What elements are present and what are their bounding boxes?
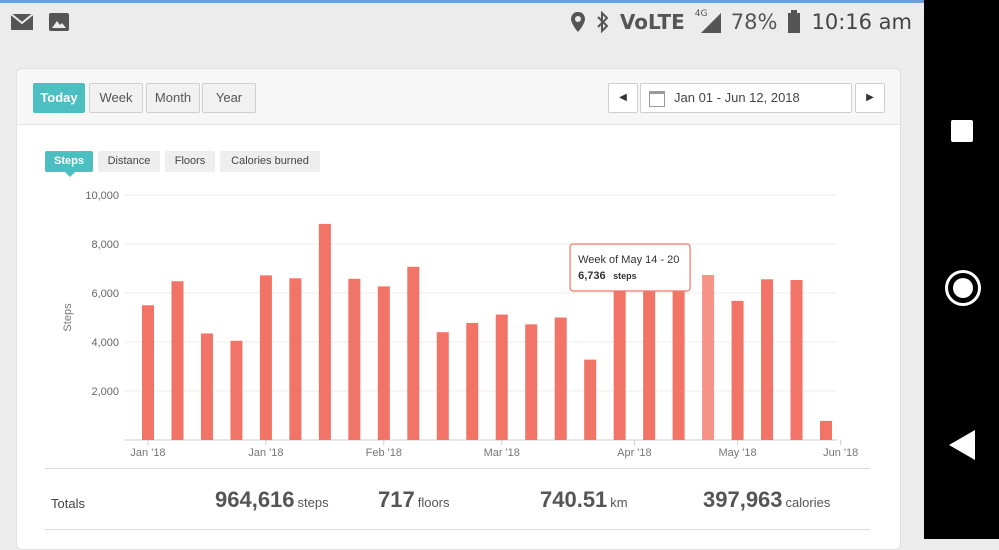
tooltip-value: 6,736: [578, 270, 606, 282]
x-tick-label: Jun '18: [823, 447, 858, 459]
total-floors-unit: floors: [417, 495, 450, 510]
y-tick-label: 8,000: [91, 239, 119, 251]
metric-tab-steps[interactable]: Steps: [45, 151, 93, 177]
battery-icon: [788, 10, 801, 33]
bar: [348, 278, 361, 440]
metric-tab-floors[interactable]: Floors: [165, 151, 215, 172]
bar: [289, 278, 302, 440]
volte-icon: VoLTE: [619, 10, 685, 34]
total-calories-value: 397,963: [703, 487, 783, 512]
x-tick-label: Jan '18: [248, 447, 283, 459]
y-tick-label: 2,000: [91, 386, 119, 398]
bar: [377, 286, 390, 440]
total-steps: 964,616 steps: [215, 487, 329, 513]
mail-icon: [10, 13, 34, 30]
battery-percent: 78%: [730, 10, 778, 34]
tooltip-box: [569, 243, 691, 292]
home-button[interactable]: [945, 270, 981, 306]
bar: [200, 333, 213, 440]
total-distance-unit: km: [610, 495, 628, 510]
x-tick-label: Feb '18: [366, 447, 402, 459]
bar: [171, 281, 184, 440]
y-tick-label: 10,000: [85, 190, 119, 202]
bar: [672, 288, 685, 440]
bar: [436, 332, 449, 440]
recent-apps-button[interactable]: [951, 120, 973, 142]
tooltip-unit: steps: [613, 271, 637, 281]
y-tick-label: 4,000: [91, 337, 119, 349]
tooltip-title: Week of May 14 - 20: [578, 254, 679, 266]
tab-today[interactable]: Today: [33, 83, 85, 113]
network-type: 4G: [694, 9, 708, 19]
clock-time: 10:16 am: [811, 10, 912, 34]
x-tick-label: Mar '18: [484, 447, 520, 459]
bar: [702, 274, 715, 440]
tab-year[interactable]: Year: [202, 83, 256, 113]
signal-icon: 4G: [694, 9, 721, 33]
totals-row: Totals 964,616 steps 717 floors 740.51 km 3…: [45, 468, 870, 530]
bar: [613, 256, 626, 440]
total-distance-value: 740.51: [540, 487, 608, 512]
y-tick-label: 6,000: [91, 288, 119, 300]
bar: [584, 359, 597, 440]
back-button[interactable]: [949, 430, 975, 460]
bar: [259, 275, 272, 440]
total-distance: 740.51 km: [540, 487, 628, 513]
bar: [230, 340, 243, 440]
total-calories: 397,963 calories: [703, 487, 830, 513]
date-range-picker[interactable]: Jan 01 - Jun 12, 2018: [640, 83, 852, 113]
metric-tab-calories[interactable]: Calories burned: [220, 151, 320, 172]
chevron-right-icon: ▶: [866, 92, 874, 103]
bar: [761, 279, 774, 440]
calendar-icon: [649, 91, 665, 107]
bluetooth-icon: [597, 11, 609, 33]
bar: [731, 300, 744, 440]
image-icon: [49, 13, 69, 31]
chevron-left-icon: ◀: [619, 92, 627, 103]
metric-tab-distance[interactable]: Distance: [98, 151, 160, 172]
steps-chart: 2,000 4,000 6,000 8,000 10,000 Steps Jan '18 Ja…: [62, 190, 858, 459]
tab-week[interactable]: Week: [89, 83, 143, 113]
card-header: Today Week Month Year ◀ Jan 01 - Jun 12,…: [17, 69, 900, 125]
location-icon: [570, 12, 585, 32]
bar: [407, 266, 420, 440]
next-range-button[interactable]: ▶: [855, 83, 885, 113]
bar: [495, 314, 508, 440]
x-tick-label: Jan '18: [130, 447, 165, 459]
bar: [554, 317, 567, 440]
totals-label: Totals: [51, 496, 85, 511]
x-tick-label: May '18: [718, 447, 756, 459]
activity-card: Today Week Month Year ◀ Jan 01 - Jun 12,…: [16, 68, 901, 550]
bar: [466, 322, 479, 440]
status-bar: VoLTE 4G 78% 10:16 am: [0, 0, 924, 46]
total-floors: 717 floors: [378, 487, 450, 513]
total-steps-value: 964,616: [215, 487, 295, 512]
total-floors-value: 717: [378, 487, 415, 512]
total-steps-unit: steps: [297, 495, 329, 510]
bar: [318, 223, 331, 440]
date-range-text: Jan 01 - Jun 12, 2018: [674, 90, 800, 105]
prev-range-button[interactable]: ◀: [608, 83, 638, 113]
status-bar-accent-line: [0, 0, 924, 3]
bar: [790, 280, 803, 440]
tab-month[interactable]: Month: [146, 83, 200, 113]
bar: [142, 305, 154, 440]
y-axis-label: Steps: [62, 303, 74, 332]
x-tick-label: Apr '18: [617, 447, 652, 459]
bar: [643, 274, 656, 440]
bar: [820, 420, 832, 440]
bar: [525, 324, 538, 440]
total-calories-unit: calories: [785, 495, 831, 510]
